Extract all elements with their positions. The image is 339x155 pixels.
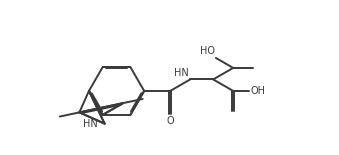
Text: O: O [166,116,174,126]
Text: HN: HN [174,68,188,78]
Text: HO: HO [200,46,215,56]
Text: HN: HN [83,119,98,129]
Text: OH: OH [250,86,265,96]
